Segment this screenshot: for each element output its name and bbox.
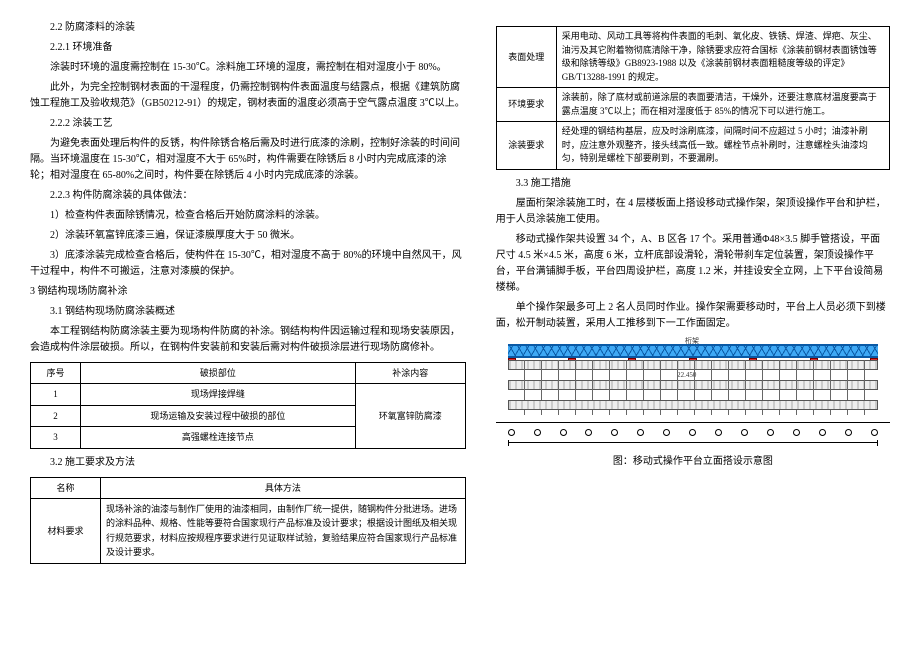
- para-coating-process: 为避免表面处理后构件的反锈，构件除锈合格后需及时进行底漆的涂刷，控制好涂装的时间…: [30, 136, 466, 184]
- th-name: 名称: [31, 477, 101, 498]
- heading-3-2: 3.2 施工要求及方法: [30, 455, 466, 471]
- cell-coat-text: 经处理的钢结构基层，应及时涂刷底漆，间隔时间不应超过 5 小时；油漆补刷时，应注…: [556, 122, 889, 170]
- para-measure-1: 屋面桁架涂装施工时，在 4 层楼板面上搭设移动式操作架，架顶设操作平台和护栏，用…: [496, 196, 890, 228]
- wheel-icon: [741, 429, 748, 436]
- table-methods: 名称 具体方法 材料要求 现场补涂的油漆与制作厂使用的油漆相同，由制作厂统一提供…: [30, 477, 466, 564]
- heading-2-2: 2.2 防腐漆料的涂装: [30, 20, 466, 36]
- wheels-row: [508, 429, 879, 436]
- table-row: 名称 具体方法: [31, 477, 466, 498]
- cell-env-name: 环境要求: [496, 88, 556, 122]
- dimension-line: [508, 442, 879, 450]
- th-part: 破损部位: [81, 363, 356, 384]
- cell-env-text: 涂装前，除了底材或前道涂层的表面要清洁，干燥外，还要注意底材温度要高于露点温度 …: [556, 88, 889, 122]
- left-column: 2.2 防腐漆料的涂装 2.2.1 环境准备 涂装时环境的温度需控制在 15-3…: [30, 20, 466, 631]
- cell-part: 现场运输及安装过程中破损的部位: [81, 405, 356, 426]
- diagram-container: 桁架 22.450: [496, 340, 890, 470]
- table-row: 1 现场焊接焊缝 环氧富锌防腐漆: [31, 384, 466, 405]
- heading-3-1: 3.1 钢结构现场防腐涂装概述: [30, 304, 466, 320]
- wheel-icon: [689, 429, 696, 436]
- wheel-icon: [871, 429, 878, 436]
- diagram-caption: 图：移动式操作平台立面搭设示意图: [496, 454, 890, 470]
- wheel-icon: [534, 429, 541, 436]
- table-row: 序号 破损部位 补涂内容: [31, 363, 466, 384]
- cell-seq: 3: [31, 427, 81, 448]
- table-row: 环境要求 涂装前，除了底材或前道涂层的表面要清洁，干燥外，还要注意底材温度要高于…: [496, 88, 889, 122]
- deck-level-3: [508, 400, 879, 410]
- table-row: 材料要求 现场补涂的油漆与制作厂使用的油漆相同，由制作厂统一提供，随钢构件分批进…: [31, 498, 466, 563]
- heading-2-2-2: 2.2.2 涂装工艺: [30, 116, 466, 132]
- right-column: 表面处理 采用电动、风动工具等将构件表面的毛刺、氧化皮、铁锈、焊渣、焊疤、灰尘、…: [496, 20, 890, 631]
- cell-seq: 2: [31, 405, 81, 426]
- cell-part: 现场焊接焊缝: [81, 384, 356, 405]
- bullet-1: 1）检查构件表面除锈情况，检查合格后开始防腐涂料的涂装。: [30, 208, 466, 224]
- wheel-icon: [767, 429, 774, 436]
- th-seq: 序号: [31, 363, 81, 384]
- para-env-temp: 涂装时环境的温度需控制在 15-30℃。涂料施工环境的湿度，需控制在相对湿度小于…: [30, 60, 466, 76]
- para-measure-3: 单个操作架最多可上 2 名人员同时作业。操作架需要移动时，平台上人员必须下到楼面…: [496, 300, 890, 332]
- para-overview: 本工程钢结构防腐涂装主要为现场构件防腐的补涂。钢结构构件因运输过程和现场安装原因…: [30, 324, 466, 356]
- wheel-icon: [637, 429, 644, 436]
- para-env-dewpoint: 此外，为完全控制钢材表面的干湿程度，仍需控制钢构件表面温度与结露点，根据《建筑防…: [30, 80, 466, 112]
- cell-seq: 1: [31, 384, 81, 405]
- platform-diagram: 桁架 22.450: [496, 340, 890, 450]
- cell-part: 高强螺栓连接节点: [81, 427, 356, 448]
- table-row: 涂装要求 经处理的钢结构基层，应及时涂刷底漆，间隔时间不应超过 5 小时；油漆补…: [496, 122, 889, 170]
- th-recoat: 补涂内容: [355, 363, 465, 384]
- heading-2-2-1: 2.2.1 环境准备: [30, 40, 466, 56]
- wheel-icon: [611, 429, 618, 436]
- heading-3-3: 3.3 施工措施: [496, 176, 890, 192]
- wheel-icon: [793, 429, 800, 436]
- wheel-icon: [508, 429, 515, 436]
- wheel-icon: [819, 429, 826, 436]
- wheel-icon: [585, 429, 592, 436]
- cell-material-req-name: 材料要求: [31, 498, 101, 563]
- bullet-2: 2）涂装环氧富锌底漆三遍，保证漆膜厚度大于 50 微米。: [30, 228, 466, 244]
- truss-beam: [508, 344, 879, 358]
- cell-coat-name: 涂装要求: [496, 122, 556, 170]
- bullet-3: 3）底漆涂装完成检查合格后，使构件在 15-30℃，相对湿度不高于 80%的环境…: [30, 248, 466, 280]
- wheel-icon: [715, 429, 722, 436]
- para-measure-2: 移动式操作架共设置 34 个，A、B 区各 17 个。采用普通Φ48×3.5 脚…: [496, 232, 890, 296]
- cell-surface-name: 表面处理: [496, 27, 556, 88]
- wheel-icon: [663, 429, 670, 436]
- heading-2-2-3: 2.2.3 构件防腐涂装的具体做法：: [30, 188, 466, 204]
- cell-surface-text: 采用电动、风动工具等将构件表面的毛刺、氧化皮、铁锈、焊渣、焊疤、灰尘、油污及其它…: [556, 27, 889, 88]
- table-requirements: 表面处理 采用电动、风动工具等将构件表面的毛刺、氧化皮、铁锈、焊渣、焊疤、灰尘、…: [496, 26, 890, 170]
- heading-3: 3 钢结构现场防腐补涂: [30, 284, 466, 300]
- th-method: 具体方法: [101, 477, 466, 498]
- table-row: 表面处理 采用电动、风动工具等将构件表面的毛刺、氧化皮、铁锈、焊渣、焊疤、灰尘、…: [496, 27, 889, 88]
- table-damage-parts: 序号 破损部位 补涂内容 1 现场焊接焊缝 环氧富锌防腐漆 2 现场运输及安装过…: [30, 362, 466, 449]
- cell-recoat-merged: 环氧富锌防腐漆: [355, 384, 465, 448]
- cell-material-req-text: 现场补涂的油漆与制作厂使用的油漆相同，由制作厂统一提供，随钢构件分批进场。进场的…: [101, 498, 466, 563]
- wheel-icon: [560, 429, 567, 436]
- wheel-icon: [845, 429, 852, 436]
